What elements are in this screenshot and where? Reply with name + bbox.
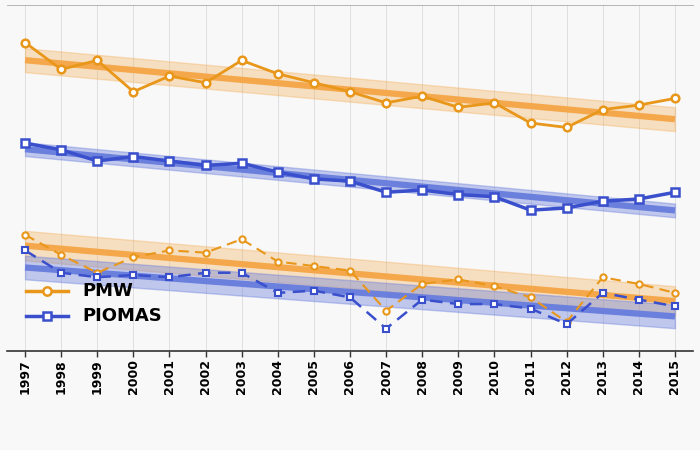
Legend: PMW, PIOMAS: PMW, PIOMAS bbox=[21, 276, 167, 330]
